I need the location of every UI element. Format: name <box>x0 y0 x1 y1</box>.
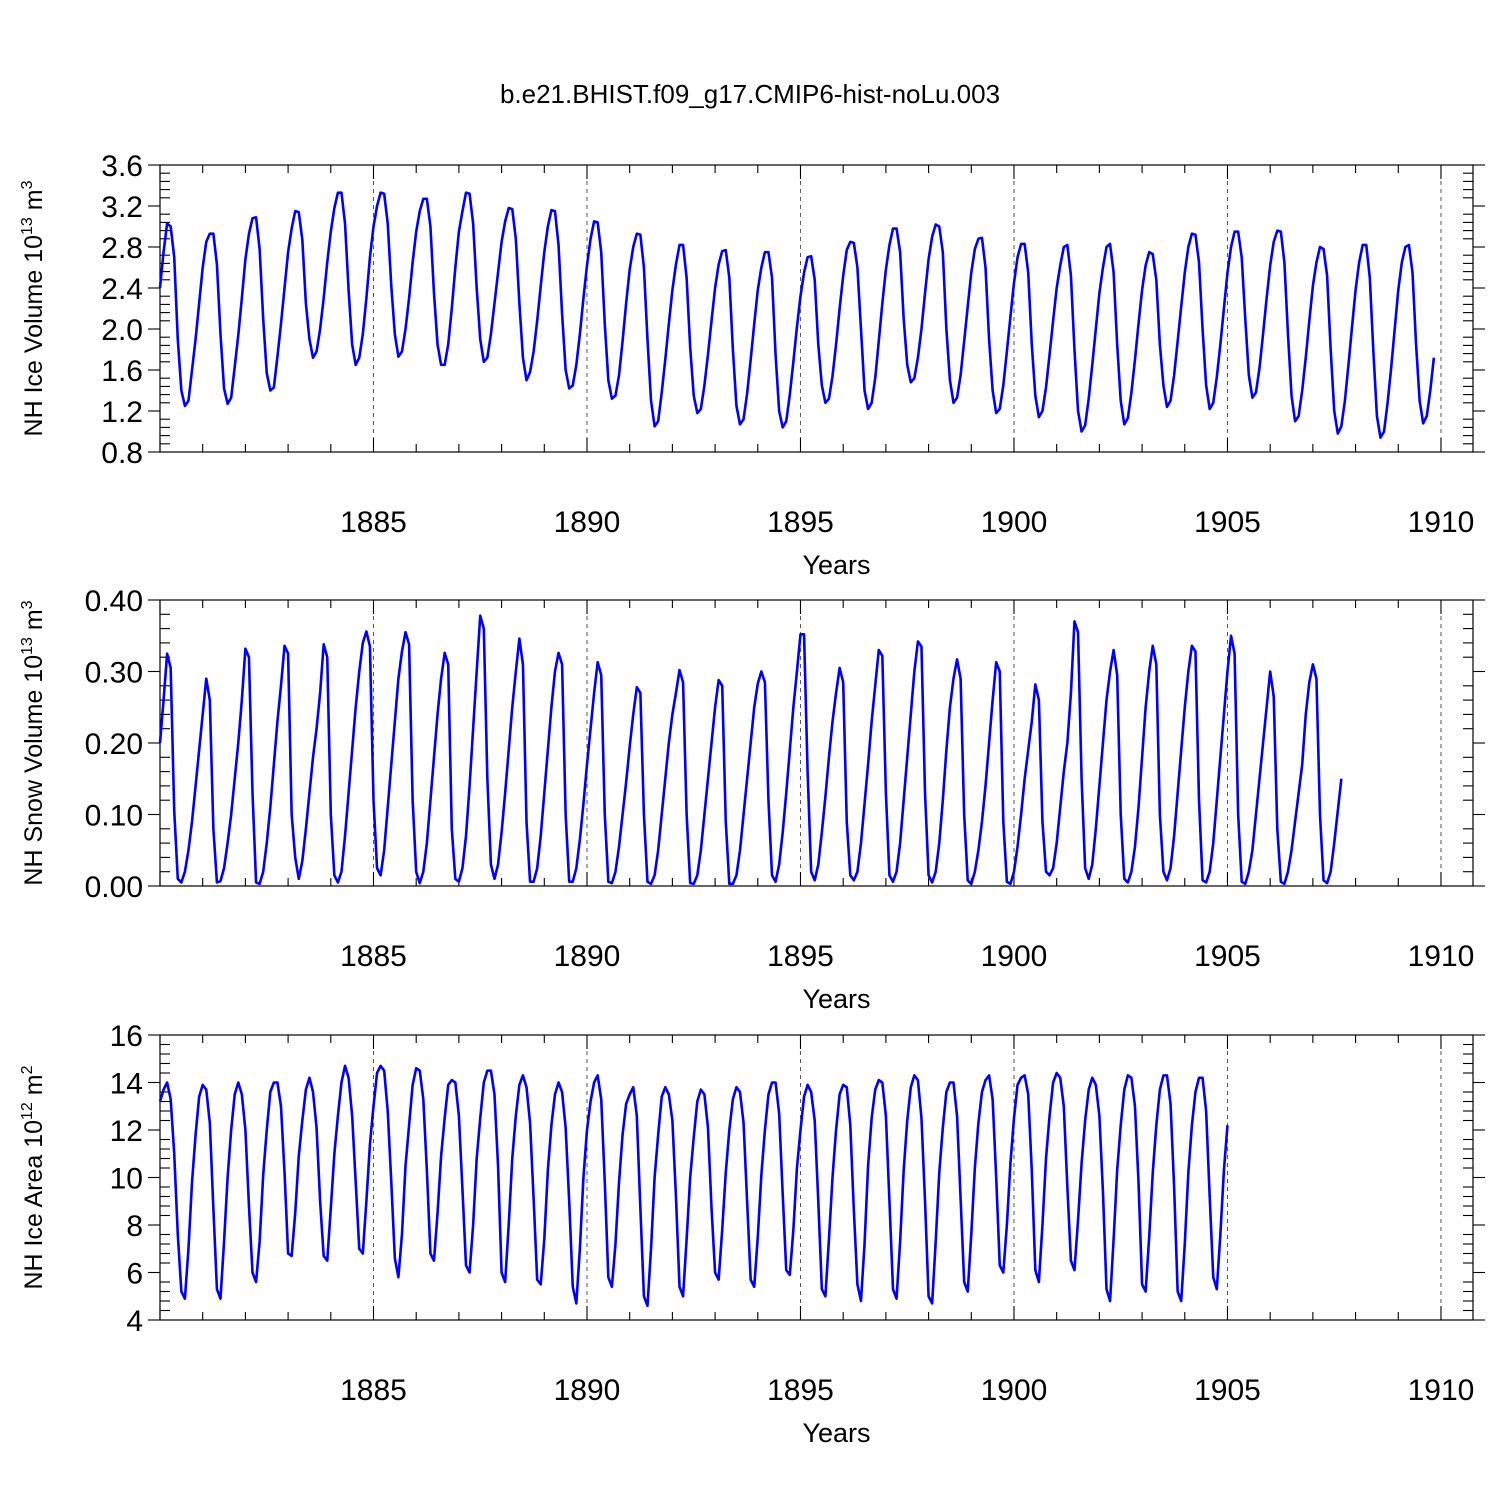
x-tick-label: 1900 <box>981 940 1048 973</box>
plot-frame <box>159 164 1474 453</box>
x-tick-label: 1905 <box>1194 506 1261 539</box>
panels: 1885 1890 1895 1900 1905 1910 0.8 1.2 1.6 2.0 2.4 2… <box>19 150 1485 1448</box>
y-tick-label: 6 <box>126 1258 143 1291</box>
y-tick-label: 1.6 <box>101 355 143 388</box>
panel-1: 1885 1890 1895 1900 1905 1910 0.8 1.2 1.6 2.0 2.4 2… <box>19 150 1485 580</box>
x-tick-label: 1905 <box>1194 1374 1261 1407</box>
x-axis-label: Years <box>802 550 870 580</box>
y-axis-label: NH Ice Area 1012 m2 <box>19 1065 48 1289</box>
y-tick-label: 0.40 <box>85 585 143 618</box>
series-line-2 <box>158 614 1343 886</box>
x-axis-label: Years <box>802 1418 870 1448</box>
x-tick-label: 1910 <box>1408 940 1475 973</box>
x-tick-label: 1905 <box>1194 940 1261 973</box>
y-tick-label: 10 <box>110 1163 143 1196</box>
y-tick-label: 2.4 <box>101 273 143 306</box>
x-tick-label: 1895 <box>767 506 834 539</box>
y-tick-label: 3.2 <box>101 191 143 224</box>
plot-frame <box>159 1034 1474 1321</box>
x-tick-label: 1895 <box>767 1374 834 1407</box>
panel-2: 1885 1890 1895 1900 1905 1910 0.00 0.10 0.20 0.30… <box>19 585 1485 1014</box>
x-tick-label: 1910 <box>1408 1374 1475 1407</box>
x-tick-label: 1885 <box>340 1374 407 1407</box>
y-tick-label: 0.00 <box>85 871 143 904</box>
x-tick-label: 1890 <box>554 940 621 973</box>
x-tick-label: 1890 <box>554 506 621 539</box>
x-tick-label: 1885 <box>340 506 407 539</box>
y-tick-label: 12 <box>110 1115 143 1148</box>
x-tick-label: 1890 <box>554 1374 621 1407</box>
panel-3: 1885 1890 1895 1900 1905 1910 4 6 8 10 12 14 16 Years… <box>19 1020 1485 1448</box>
y-tick-label: 0.20 <box>85 728 143 761</box>
y-tick-label: 3.6 <box>101 150 143 183</box>
x-tick-label: 1895 <box>767 940 834 973</box>
y-tick-label: 8 <box>126 1210 143 1243</box>
y-tick-label: 0.30 <box>85 657 143 690</box>
y-tick-label: 2.0 <box>101 314 143 347</box>
y-tick-label: 4 <box>126 1305 143 1338</box>
y-axis-label: NH Ice Volume 1013 m3 <box>19 180 48 436</box>
series-line-1 <box>158 191 1436 439</box>
y-tick-label: 14 <box>110 1068 143 1101</box>
y-axis-label: NH Snow Volume 1013 m3 <box>19 600 48 885</box>
chart-title: b.e21.BHIST.f09_g17.CMIP6-hist-noLu.003 <box>500 79 1000 109</box>
x-tick-label: 1885 <box>340 940 407 973</box>
series-line-3 <box>158 1064 1229 1308</box>
x-axis-label: Years <box>802 984 870 1014</box>
x-tick-label: 1900 <box>981 1374 1048 1407</box>
x-tick-label: 1910 <box>1408 506 1475 539</box>
y-tick-label: 16 <box>110 1020 143 1053</box>
y-tick-label: 2.8 <box>101 232 143 265</box>
y-tick-label: 1.2 <box>101 396 143 429</box>
x-tick-label: 1900 <box>981 506 1048 539</box>
y-tick-label: 0.10 <box>85 800 143 833</box>
y-tick-label: 0.8 <box>101 437 143 470</box>
